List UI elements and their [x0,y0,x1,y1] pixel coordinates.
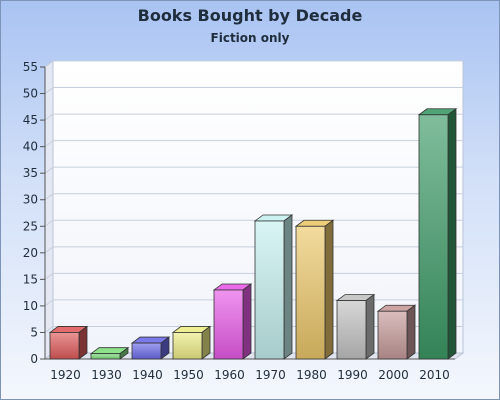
bar-side-face [406,304,416,360]
y-tick-label: 20 [23,246,38,260]
bar-front-face [254,220,285,360]
x-axis: 1920 1930 1940 1950 1960 1970 1980 1990 2000 2010 [45,358,455,382]
y-tick-label: 35 [23,166,38,180]
y-tick-label: 5 [30,325,38,339]
bar-2010 [417,107,458,360]
bar-1930 [89,346,130,360]
x-tick-label: 1960 [214,368,245,382]
y-tick-label: 10 [23,299,38,313]
bar-front-face [377,310,408,360]
y-tick-label: 30 [23,193,38,207]
x-tick-label: 1930 [91,368,122,382]
x-tick-label: 1970 [255,368,286,382]
gridline [44,166,463,174]
bar-2000 [376,304,417,360]
gridline [44,60,463,68]
bar-front-face [90,353,121,360]
x-tick-label: 1940 [132,368,163,382]
y-tick-label: 40 [23,140,38,154]
bar-1920 [48,325,89,360]
gridline [44,193,463,201]
y-tick-label: 25 [23,219,38,233]
gridline [44,87,463,94]
bar-1950 [171,325,212,360]
bar-side-face [242,283,252,360]
gridline [44,113,463,121]
y-tick-label: 55 [23,60,38,74]
y-tick-label: 50 [23,87,38,101]
x-tick-label: 2010 [419,368,450,382]
bar-front-face [131,342,162,360]
bar-side-face [78,325,88,360]
chart-subtitle: Fiction only [210,31,290,45]
bar-front-face [213,289,244,360]
x-tick-label: 1920 [50,368,81,382]
side-wall [44,60,54,360]
y-tick-label: 0 [30,352,38,366]
bar-front-face [418,114,449,360]
gridline [44,140,463,148]
bar-side-face [365,293,375,360]
x-tick-label: 1950 [173,368,204,382]
x-tick-label: 1990 [337,368,368,382]
bar-1970 [253,214,294,360]
bar-1960 [212,283,253,360]
bar-1990 [335,293,376,360]
bar-side-face [201,325,211,360]
bar-side-face [324,219,334,360]
y-tick-label: 45 [23,113,38,127]
bar-front-face [295,225,326,360]
bar-front-face [336,300,367,360]
bars [48,107,458,360]
bar-side-face [447,107,457,360]
x-tick-label: 1980 [296,368,327,382]
y-tick-label: 15 [23,272,38,286]
bar-1940 [130,336,171,360]
chart-title: Books Bought by Decade [137,6,363,25]
bar-side-face [283,214,293,360]
bar-front-face [172,332,203,360]
bar-1980 [294,219,335,360]
bar-front-face [49,332,80,360]
x-tick-label: 2000 [378,368,409,382]
y-axis: 0 5 10 15 20 25 30 35 40 45 50 55 [23,60,46,366]
